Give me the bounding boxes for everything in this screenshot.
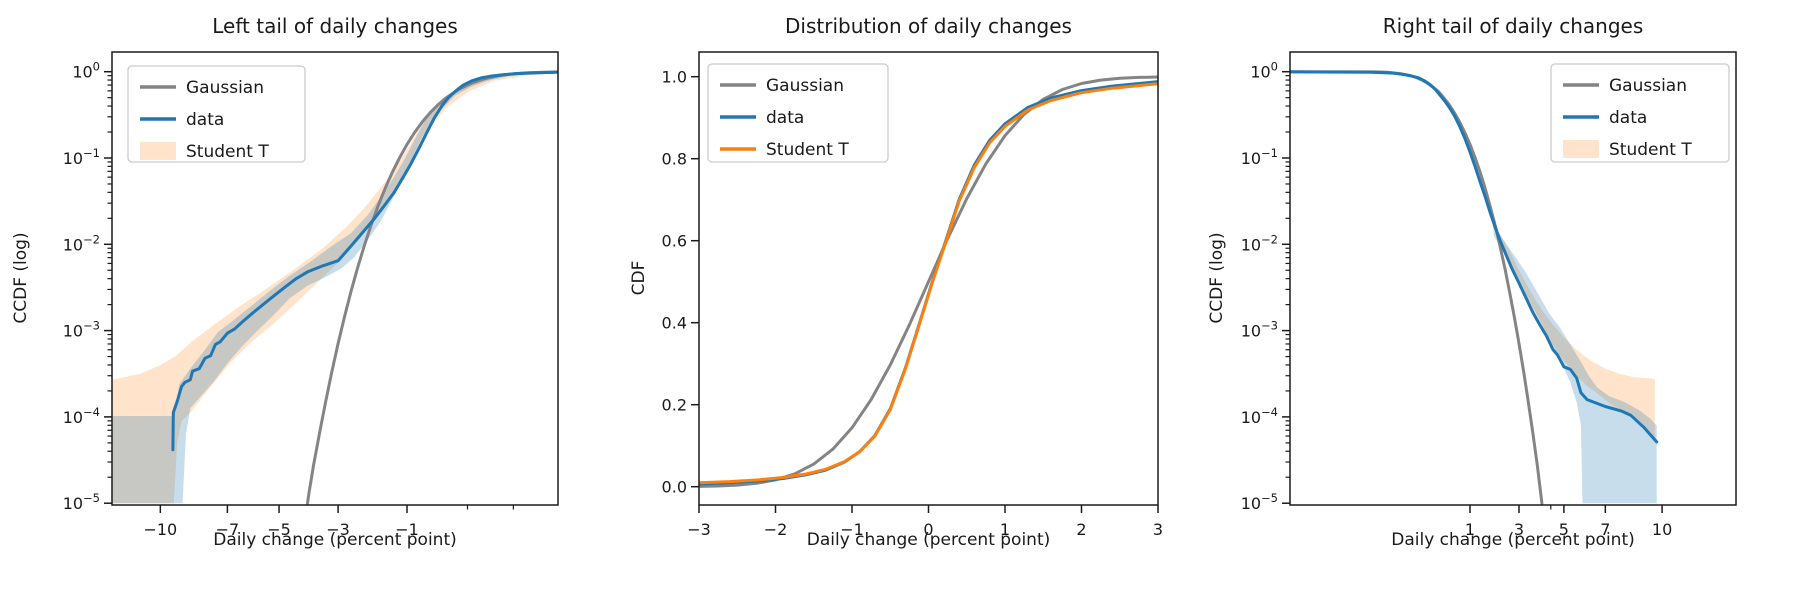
y-axis-label: CCDF (log) (11, 232, 31, 323)
panel-title: Right tail of daily changes (1383, 14, 1644, 38)
left_tail-plot-area (112, 70, 558, 505)
x-axis-label: Daily change (percent point) (213, 530, 457, 550)
left_tail-data-line (171, 70, 558, 452)
legend-box (127, 65, 306, 163)
x-tick-label: −3 (687, 520, 711, 539)
legend-student-t-patch (140, 142, 176, 160)
x-tick-label: 1 (1000, 520, 1010, 539)
right_tail-student_t_ci-band (1495, 225, 1655, 443)
legend-label: Gaussian (186, 78, 264, 98)
y-tick-label: 0.0 (662, 478, 687, 497)
y-axis-label: CCDF (log) (1207, 232, 1227, 323)
legend-student-t-patch (1563, 140, 1599, 158)
y-axis-label: CDF (629, 261, 649, 296)
x-tick-label: −1 (395, 520, 419, 539)
panel-title: Left tail of daily changes (212, 14, 457, 38)
x-tick-label: 5 (1559, 520, 1569, 539)
x-axis-label: Daily change (percent point) (807, 530, 1051, 550)
right_tail-data_ci-band (1492, 222, 1657, 504)
x-tick-label: −1 (840, 520, 864, 539)
distribution-student-t-line (699, 82, 1158, 485)
x-tick-label: −3 (326, 520, 350, 539)
x-tick-label: −2 (764, 520, 788, 539)
legend-label: Student T (766, 140, 849, 160)
legend-label: data (766, 108, 804, 128)
distribution-plot-area (699, 75, 1158, 488)
legend-label: Gaussian (766, 76, 844, 96)
x-tick-label: 7 (1600, 520, 1610, 539)
y-tick-label: 0.6 (662, 232, 687, 251)
x-tick-label: 1 (1465, 520, 1475, 539)
legend-box (707, 63, 889, 163)
legend-label: Student T (1609, 140, 1692, 160)
legend-label: Student T (186, 142, 269, 162)
left_tail-legend: Gaussian data Student T (127, 65, 306, 163)
y-tick-label: 1.0 (662, 68, 687, 87)
distribution-legend: Gaussian data Student T (707, 63, 889, 163)
legend-label: data (1609, 108, 1647, 128)
x-tick-label: 3 (1514, 520, 1524, 539)
y-tick-label: 0.4 (662, 314, 687, 333)
legend-label: data (186, 110, 224, 130)
left_tail-student_t_ci-band (112, 72, 558, 504)
y-tick-label: 0.2 (662, 396, 687, 415)
legend-label: Gaussian (1609, 76, 1687, 96)
x-tick-label: 0 (923, 520, 933, 539)
x-tick-label: 3 (1153, 520, 1163, 539)
legend-box (1550, 63, 1730, 163)
right_tail-data-line (1290, 70, 1659, 444)
x-axis-label: Daily change (percent point) (1391, 530, 1635, 550)
right_tail-plot-area (1290, 70, 1659, 505)
y-tick-label: 0.8 (662, 150, 687, 169)
panel-title: Distribution of daily changes (785, 14, 1072, 38)
distribution-panel: −3 −2 −1 0 1 2 3 0.0 0.2 0.4 0.6 0.8 1.0 Distribution… (629, 14, 1163, 550)
right_tail-legend: Gaussian data Student T (1550, 63, 1730, 163)
x-tick-label: −10 (143, 520, 177, 539)
x-tick-label: −7 (216, 520, 240, 539)
left_tail-data_ci-band (112, 72, 558, 504)
x-tick-label: 10 (1652, 520, 1672, 539)
x-tick-label: −5 (267, 520, 291, 539)
x-tick-label: 2 (1076, 520, 1086, 539)
